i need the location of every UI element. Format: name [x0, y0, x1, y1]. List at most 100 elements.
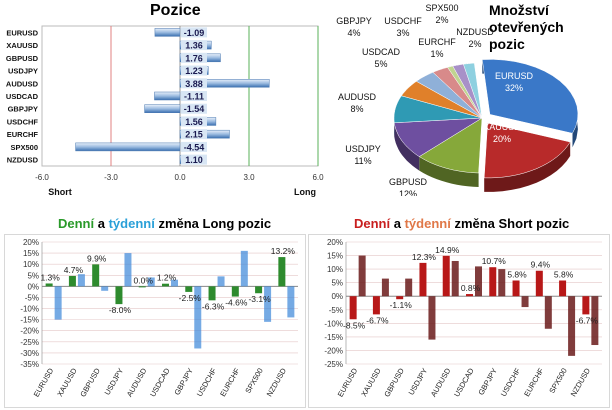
value-label: -1.09 [184, 28, 205, 38]
value-label: 2.15 [185, 130, 203, 140]
pie-label: USDCHF [384, 16, 422, 26]
short-chart-frame [308, 234, 610, 408]
pie-slice [483, 122, 571, 179]
category-label: GBPJPY [172, 367, 195, 397]
position-bar [75, 142, 181, 152]
pie-label: SPX500 [425, 3, 458, 13]
value-label: -1.54 [184, 104, 205, 114]
y-tick-label: -20% [324, 346, 343, 355]
pie-label: GBPJPY [336, 16, 372, 26]
y-tick-label: -25% [20, 338, 39, 347]
y-tick-label: 0% [27, 282, 39, 291]
category-label: GBPUSD [382, 366, 406, 398]
x-tick-label: 6.0 [312, 173, 324, 182]
category-label: XAUUSD [359, 366, 383, 398]
weekly-bar [544, 296, 552, 329]
long-title-rest: změna Long pozic [154, 216, 272, 231]
weekly-bar [147, 277, 155, 287]
pie-slice-side [484, 142, 571, 192]
category-label: USDCHF [7, 117, 39, 126]
weekly-bar [194, 286, 202, 349]
weekly-bar [358, 255, 366, 297]
category-label: SPX500 [243, 367, 265, 395]
value-label-box [181, 103, 207, 114]
position-bar [154, 28, 181, 37]
long-change-bar-chart: 20% 15% 10% 5% 0% -5% -10% -15% -20% -25% -30% -35%… [20, 238, 298, 398]
y-tick-label: 20% [327, 238, 343, 247]
y-tick-label: 20% [23, 238, 39, 247]
pie-label: EURCHF [418, 37, 456, 47]
category-label: GBPJPY [476, 367, 499, 397]
pie-value-label: 4% [347, 28, 360, 38]
weekly-bar [381, 278, 389, 297]
short-title-and: a [390, 216, 405, 231]
category-label: EURUSD [336, 366, 360, 398]
weekly-bar [240, 250, 248, 287]
pie-label: GBPUSD [389, 177, 428, 187]
weekly-bar [77, 274, 85, 287]
pie-slice [418, 117, 483, 174]
data-label: -2.5% [179, 293, 202, 303]
y-tick-label: -15% [20, 316, 39, 325]
daily-bar [582, 296, 590, 315]
positions-bar-chart: -6.0 -3.0 0.0 3.0 6.0 Short Long EURUSD -1.09 XAU… [6, 25, 324, 197]
daily-bar [278, 257, 286, 287]
category-label: USDJPY [103, 367, 126, 397]
pie-slice [463, 62, 483, 119]
pie-value-label: 32% [505, 83, 523, 93]
data-label: 13.2% [271, 246, 296, 256]
value-label-box [181, 78, 207, 89]
category-label: NZDUSD [7, 156, 39, 165]
weekly-bar [54, 286, 62, 320]
long-change-title: Denní a týdenní změna Long pozic [58, 216, 271, 231]
category-label: AUDUSD [6, 79, 39, 88]
y-tick-label: 5% [331, 279, 343, 288]
weekly-bar [287, 286, 295, 318]
positions-title: Pozice [150, 2, 201, 19]
daily-bar [92, 264, 100, 287]
daily-bar [466, 294, 473, 297]
weekly-bar [217, 276, 225, 287]
x-label-long: Long [294, 187, 316, 197]
y-tick-label: 5% [27, 271, 39, 280]
value-label-box [181, 27, 207, 38]
data-label: -1.1% [390, 300, 413, 310]
category-label: XAUUSD [6, 41, 38, 50]
daily-bar [231, 286, 239, 297]
weekly-bar [101, 286, 109, 291]
value-label: -4.54 [184, 142, 205, 152]
pie-slice [394, 117, 483, 157]
pie-slice [401, 80, 483, 119]
daily-bar [535, 270, 543, 297]
y-tick-label: -30% [20, 349, 39, 358]
daily-bar [68, 275, 76, 287]
pie-label: USDCAD [362, 47, 401, 57]
position-bar [179, 79, 270, 88]
category-label: AUDUSD [125, 366, 149, 398]
position-bar [154, 91, 181, 101]
data-label: -8.0% [109, 305, 132, 315]
short-title-weekly: týdenní [404, 216, 451, 231]
data-label: 9.4% [531, 260, 551, 270]
short-change-title: Denní a týdenní změna Short pozic [354, 216, 569, 231]
daily-bar [185, 286, 193, 292]
weekly-bar [568, 296, 576, 356]
daily-bar [372, 296, 380, 315]
pie-value-label: 20% [493, 134, 511, 144]
short-title-daily: Denní [354, 216, 391, 231]
daily-bar [559, 280, 567, 297]
category-label: EURCHF [218, 366, 242, 398]
pie-value-label: 3% [396, 28, 409, 38]
y-tick-label: -5% [25, 293, 39, 302]
value-label: 1.36 [185, 41, 203, 51]
y-tick-label: 0% [331, 292, 343, 301]
daily-bar [115, 286, 123, 305]
daily-bar [162, 283, 169, 287]
x-tick-label: 0.0 [174, 173, 186, 182]
daily-bar [255, 286, 263, 294]
value-label-box [181, 141, 207, 152]
pie-title: Množství otevřených pozic [489, 2, 564, 52]
value-label: -1.11 [184, 92, 204, 102]
y-tick-label: 10% [327, 265, 343, 274]
short-title-rest: změna Short pozic [450, 216, 570, 231]
